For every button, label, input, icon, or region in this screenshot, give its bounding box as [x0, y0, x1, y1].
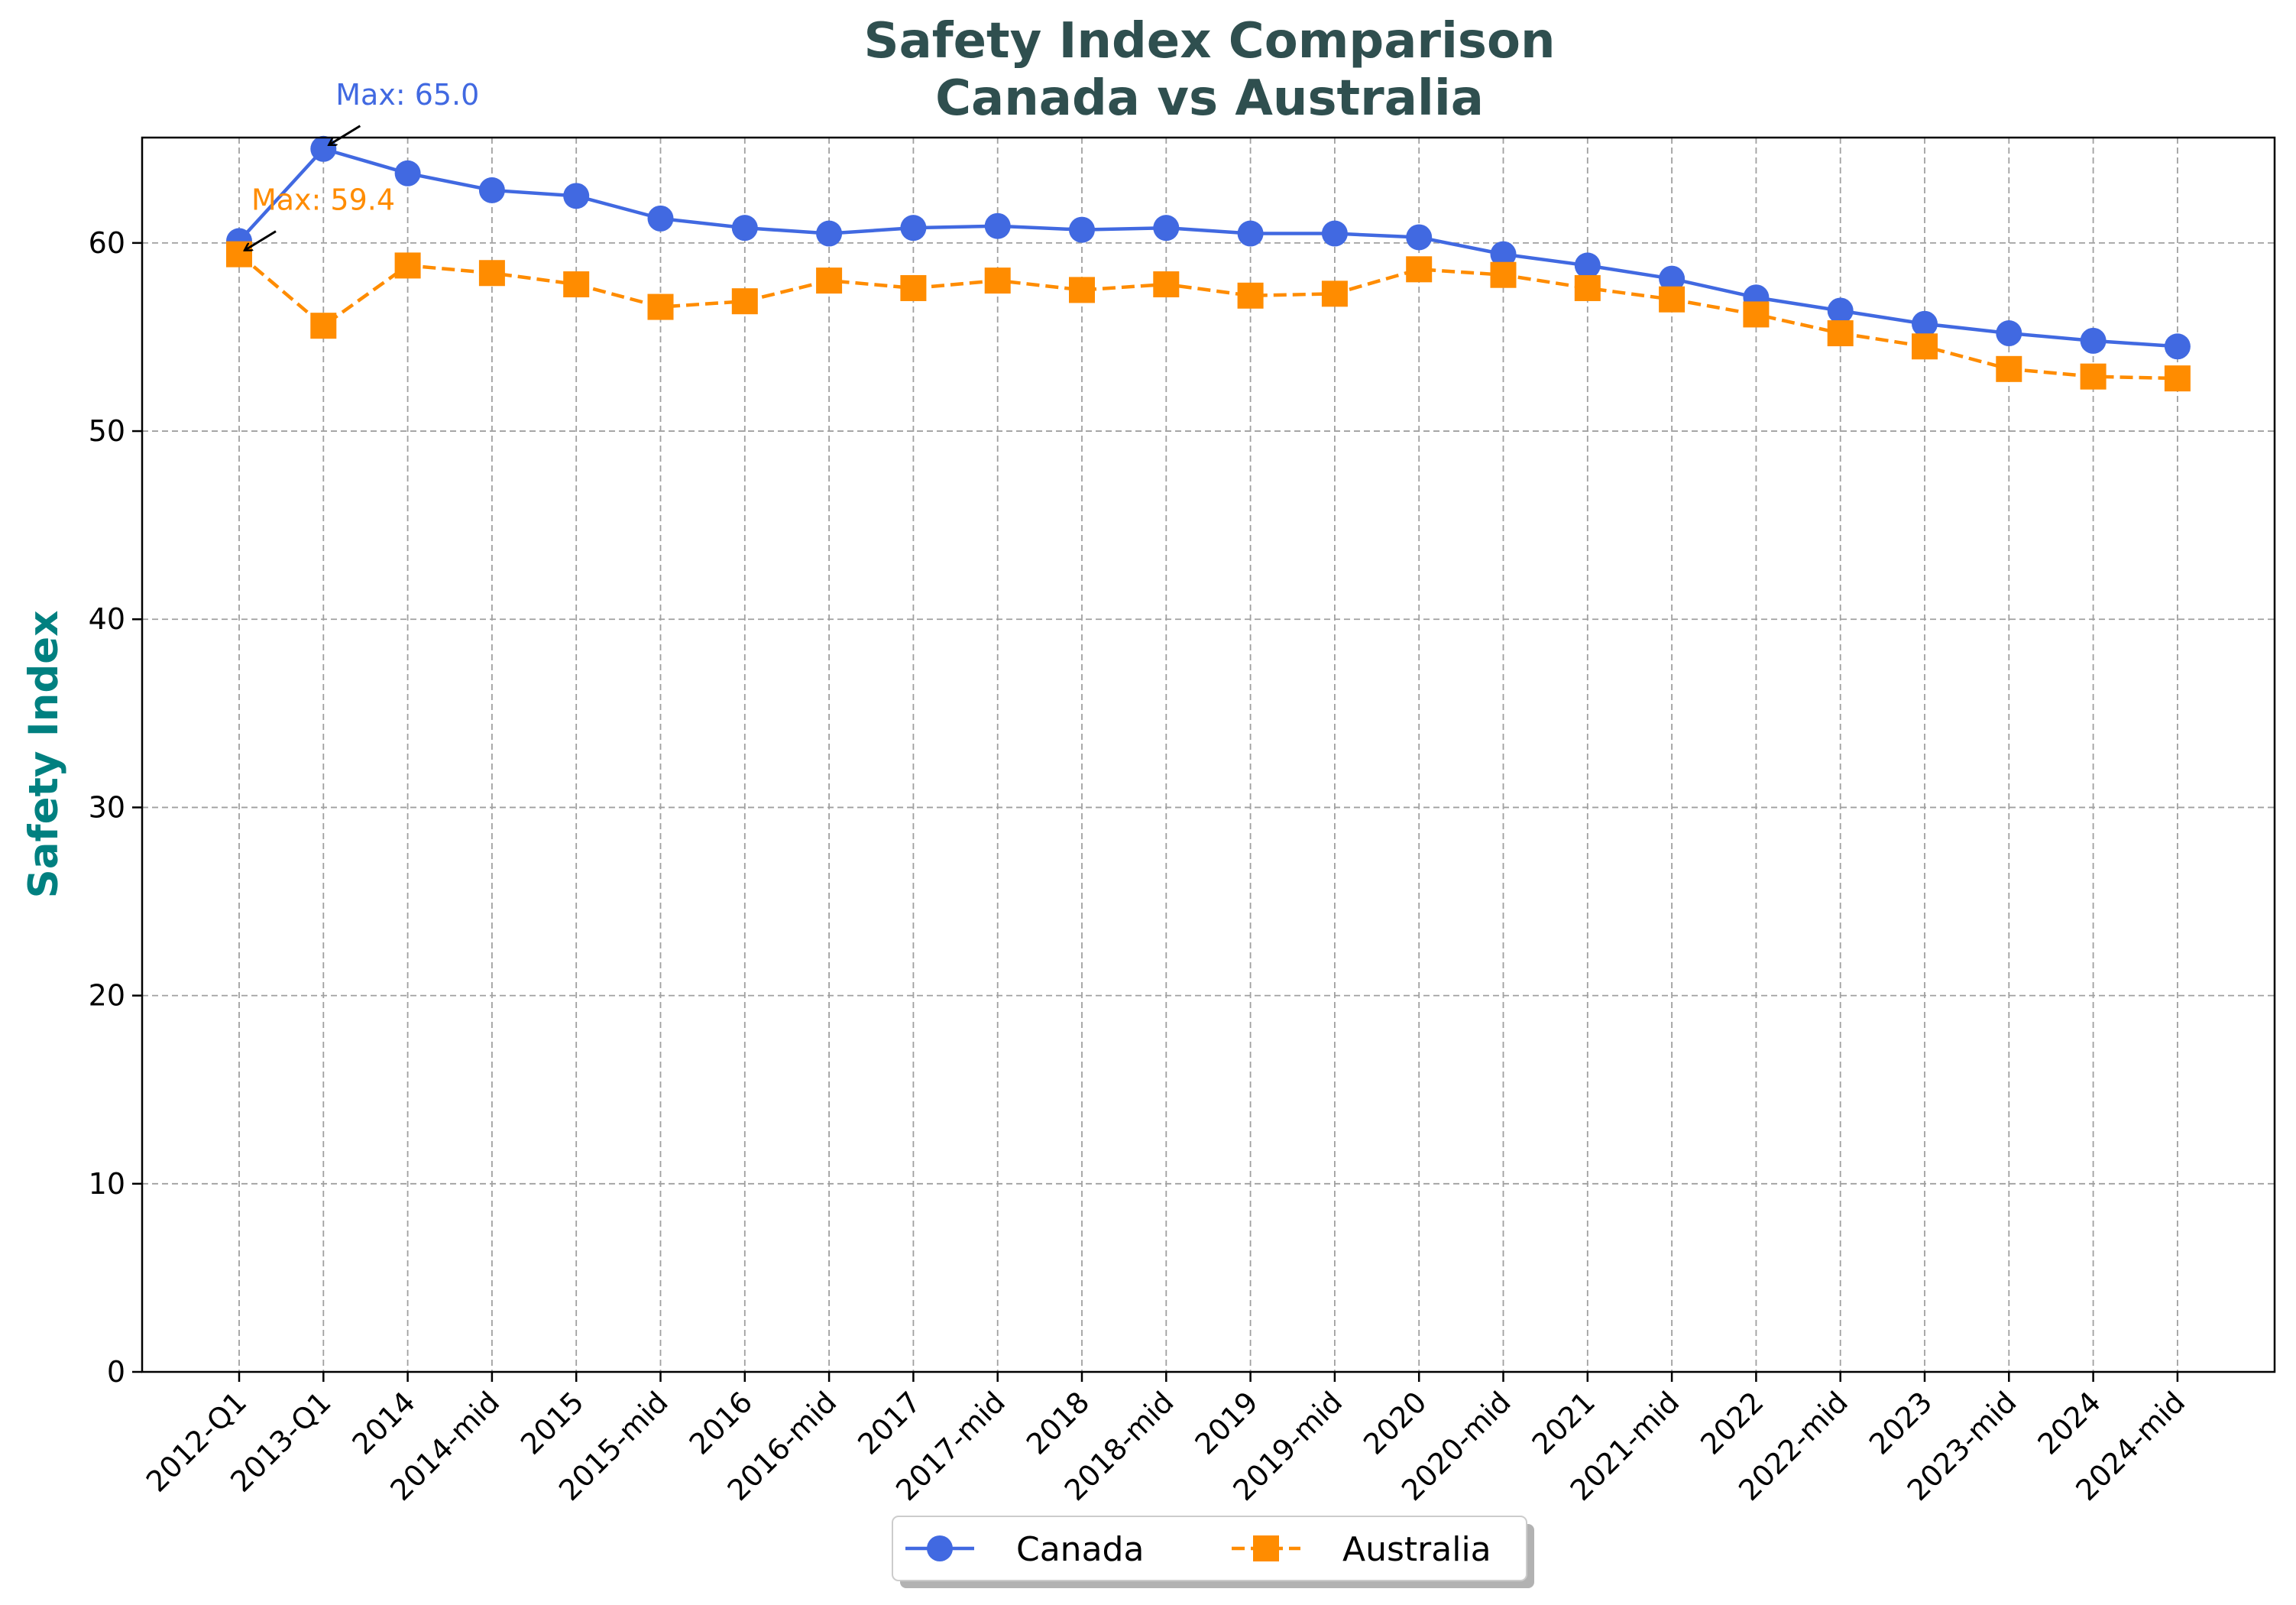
data-point-canada: [1574, 252, 1601, 279]
data-point-australia: [226, 241, 252, 268]
data-point-australia: [731, 288, 758, 315]
data-point-australia: [478, 260, 505, 287]
grid: [142, 138, 2275, 1372]
data-point-canada: [2080, 327, 2107, 354]
data-point-canada: [1659, 265, 1686, 292]
legend-label-canada: Canada: [1016, 1530, 1144, 1569]
data-point-canada: [1912, 310, 1938, 337]
data-point-australia: [900, 274, 927, 301]
legend-marker-australia: [1253, 1535, 1279, 1561]
data-point-canada: [1153, 215, 1180, 242]
data-point-australia: [310, 313, 337, 339]
data-point-canada: [1490, 241, 1517, 268]
data-point-australia: [563, 271, 590, 298]
data-point-canada: [1069, 216, 1095, 243]
annotation-arrow: [329, 125, 361, 147]
data-point-australia: [1659, 286, 1686, 313]
data-point-canada: [984, 212, 1011, 239]
data-point-canada: [1237, 220, 1264, 247]
chart-title-line-1: Safety Index Comparison: [863, 13, 1555, 70]
y-axis-label: Safety Index: [21, 611, 67, 899]
legend-label-australia: Australia: [1342, 1530, 1491, 1569]
data-point-canada: [1321, 220, 1348, 247]
y-tick-label: 60: [89, 226, 125, 260]
y-tick-label: 50: [89, 414, 125, 448]
data-point-australia: [1490, 261, 1517, 288]
annotation-arrow: [244, 230, 277, 251]
data-point-australia: [1827, 320, 1854, 347]
data-point-australia: [2164, 365, 2191, 392]
data-point-canada: [1827, 297, 1854, 324]
data-point-australia: [2080, 363, 2107, 390]
data-point-canada: [816, 220, 843, 247]
annotations: Max: 65.0 Max: 59.4: [244, 78, 479, 251]
plot-frame: [141, 136, 2276, 1373]
data-point-canada: [647, 205, 674, 232]
data-point-canada: [2164, 333, 2191, 360]
series-line-australia: [238, 252, 2178, 381]
data-point-australia: [984, 268, 1011, 294]
data-point-australia: [1069, 277, 1095, 303]
data-point-canada: [731, 215, 758, 242]
data-point-australia: [1237, 282, 1264, 309]
y-tick-label: 30: [89, 790, 125, 824]
data-point-canada: [394, 160, 421, 186]
legend-box: [892, 1516, 1527, 1581]
data-point-australia: [1912, 333, 1938, 360]
annotation-text: Max: 65.0: [335, 78, 479, 112]
data-point-australia: [1321, 280, 1348, 307]
legend: Canada Australia: [892, 1516, 1534, 1588]
y-tick-label: 0: [107, 1355, 125, 1389]
data-point-australia: [1743, 301, 1770, 328]
data-point-canada: [900, 215, 927, 242]
series-layer: [226, 135, 2191, 392]
y-tick-label: 10: [89, 1167, 125, 1201]
data-point-canada: [478, 177, 505, 203]
data-point-australia: [394, 252, 421, 279]
data-point-canada: [310, 135, 337, 162]
data-point-australia: [1574, 274, 1601, 301]
data-point-australia: [647, 293, 674, 320]
y-tick-label: 40: [89, 602, 125, 636]
data-point-australia: [1153, 271, 1180, 298]
data-point-canada: [1996, 320, 2022, 347]
data-point-australia: [816, 268, 843, 294]
data-point-canada: [563, 183, 590, 209]
data-point-canada: [1406, 224, 1433, 251]
data-point-australia: [1996, 355, 2022, 382]
data-point-australia: [1406, 256, 1433, 283]
y-tick-label: 20: [89, 979, 125, 1013]
annotation-text: Max: 59.4: [251, 183, 395, 217]
legend-marker-canada: [927, 1535, 953, 1561]
series-line-canada: [238, 147, 2178, 349]
chart-title-line-2: Canada vs Australia: [935, 70, 1484, 127]
